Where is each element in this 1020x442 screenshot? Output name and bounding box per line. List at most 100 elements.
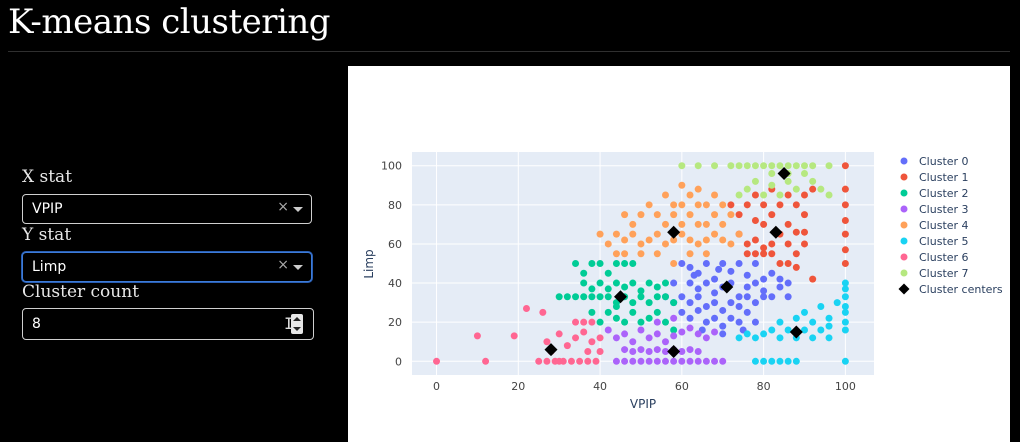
data-point — [768, 211, 776, 219]
x-stat-clear-icon[interactable]: × — [277, 199, 289, 215]
data-point — [629, 230, 637, 238]
data-point — [751, 191, 759, 199]
cluster-count-input[interactable]: 8 — [22, 308, 314, 340]
data-point — [678, 293, 686, 301]
data-point — [792, 314, 800, 322]
data-point — [621, 236, 629, 244]
data-point — [768, 293, 776, 301]
data-point — [678, 308, 686, 316]
stepper-up-icon[interactable] — [293, 317, 301, 321]
data-point — [825, 322, 833, 330]
data-point — [637, 318, 645, 326]
data-point — [719, 330, 727, 338]
data-point — [751, 236, 759, 244]
data-point — [661, 293, 669, 301]
data-point — [735, 260, 743, 267]
data-point — [604, 240, 612, 248]
data-point — [637, 211, 645, 219]
data-point — [743, 330, 751, 338]
data-point — [433, 357, 441, 365]
data-point — [841, 318, 849, 326]
data-point — [711, 328, 719, 336]
data-point — [645, 357, 653, 365]
data-point — [702, 303, 710, 311]
legend-swatch — [900, 221, 908, 229]
y-stat-chevron-down-icon[interactable] — [293, 265, 303, 270]
cluster-count-label: Cluster count — [22, 282, 140, 302]
data-point — [727, 162, 735, 170]
data-point — [776, 260, 784, 267]
y-stat-label: Y stat — [22, 225, 72, 245]
data-point — [637, 293, 645, 301]
data-point — [588, 318, 596, 326]
data-point — [841, 303, 849, 311]
data-point — [702, 236, 710, 244]
data-point — [784, 326, 792, 334]
data-point — [743, 271, 751, 279]
x-stat-dropdown[interactable]: VPIP × — [22, 194, 312, 224]
data-point — [563, 342, 571, 350]
cluster-center-point — [789, 325, 803, 339]
data-point — [629, 279, 637, 287]
data-point — [596, 230, 604, 238]
data-point — [686, 263, 694, 271]
data-point — [661, 348, 669, 356]
data-point — [784, 357, 792, 365]
data-point — [776, 162, 784, 170]
data-point — [629, 308, 637, 316]
y-stat-clear-icon[interactable]: × — [277, 257, 289, 273]
data-point — [678, 181, 686, 189]
legend-label: Cluster 7 — [919, 267, 969, 280]
data-point — [768, 170, 776, 178]
data-point — [629, 357, 637, 365]
data-point — [637, 287, 645, 295]
data-point — [637, 326, 645, 334]
cluster-count-stepper[interactable] — [291, 314, 303, 334]
data-point — [841, 293, 849, 301]
data-point — [588, 338, 596, 346]
data-point — [719, 322, 727, 330]
legend-label: Cluster 2 — [919, 187, 969, 200]
legend-label: Cluster 4 — [919, 219, 969, 232]
data-point — [784, 279, 792, 287]
legend-item: Cluster 5 — [900, 235, 969, 248]
cluster-center-point — [777, 167, 791, 181]
y-tick-label: 60 — [388, 238, 402, 251]
data-point — [629, 299, 637, 307]
scatter-plot[interactable]: 0 20 40 60 80 100 0 20 40 60 80 100 VPIP Limp Clust… — [348, 66, 1010, 442]
data-point — [572, 260, 580, 267]
data-point — [580, 269, 588, 277]
legend-item: Cluster 2 — [900, 187, 969, 200]
data-point — [661, 220, 669, 228]
data-point — [653, 293, 661, 301]
data-point — [637, 346, 645, 354]
x-tick-label: 40 — [593, 380, 607, 393]
y-tick-label: 100 — [381, 160, 402, 173]
legend-swatch — [898, 283, 910, 295]
data-point — [621, 346, 629, 354]
data-point — [711, 275, 719, 283]
data-point — [592, 357, 600, 365]
data-point — [809, 334, 817, 342]
data-point — [555, 330, 563, 338]
data-point — [743, 250, 751, 258]
kmeans-scatter-graph[interactable]: 0 20 40 60 80 100 0 20 40 60 80 100 VPIP Limp Clust… — [348, 66, 1010, 442]
data-point — [694, 306, 702, 314]
data-point — [645, 348, 653, 356]
stepper-down-icon[interactable] — [293, 327, 301, 331]
data-point — [784, 220, 792, 228]
data-point — [792, 250, 800, 258]
data-point — [653, 230, 661, 238]
data-point — [800, 162, 808, 170]
data-point — [776, 201, 784, 209]
data-point — [637, 240, 645, 248]
data-point — [784, 293, 792, 301]
data-point — [760, 201, 768, 209]
y-stat-dropdown[interactable]: Limp × — [22, 252, 312, 282]
y-tick-label: 20 — [388, 316, 402, 329]
x-stat-chevron-down-icon[interactable] — [293, 207, 303, 212]
data-point — [686, 357, 694, 365]
data-point — [841, 357, 849, 365]
data-point — [653, 357, 661, 365]
data-point — [702, 220, 710, 228]
